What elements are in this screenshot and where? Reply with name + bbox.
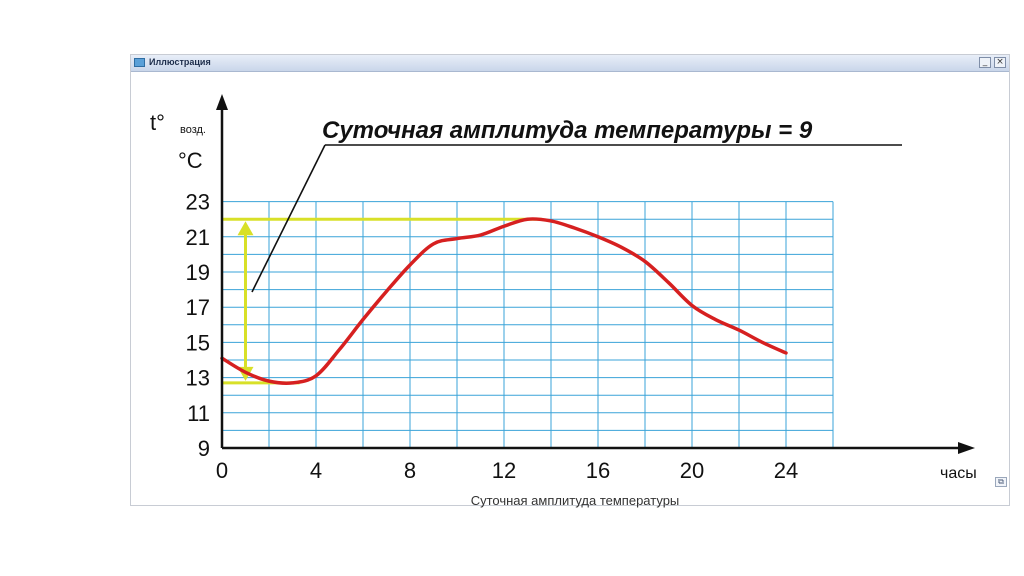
y-tick-label: 13	[186, 366, 210, 391]
chart-labels: Суточная амплитуда температуры = 9 t° во…	[150, 110, 977, 508]
y-axis-arrow	[216, 94, 228, 110]
y-axis-sublabel: возд.	[180, 124, 206, 136]
x-axis-arrow	[958, 442, 975, 454]
x-tick-label: 4	[310, 458, 322, 483]
y-tick-label: 19	[186, 260, 210, 285]
window-titlebar[interactable]: Иллюстрация _ ×	[131, 55, 1009, 72]
amplitude-markers	[222, 217, 542, 385]
chart-title: Суточная амплитуда температуры = 9	[322, 117, 813, 144]
minimize-button[interactable]: _	[979, 57, 991, 68]
window-title: Иллюстрация	[149, 57, 211, 67]
y-tick-label: 17	[186, 295, 210, 320]
temperature-series	[220, 217, 788, 385]
title-pointer-line	[251, 144, 326, 293]
amplitude-arrow-head-up	[237, 221, 254, 236]
chart-grid	[222, 201, 834, 448]
chart-caption: Суточная амплитуда температуры	[471, 493, 680, 508]
close-button[interactable]: ×	[994, 57, 1006, 68]
temperature-line	[220, 217, 788, 385]
x-axis-label: часы	[940, 465, 977, 482]
x-tick-label: 24	[774, 458, 798, 483]
app-window-icon	[134, 58, 145, 67]
y-tick-label: 11	[187, 401, 210, 426]
y-tick-label: 23	[186, 190, 210, 215]
x-tick-label: 20	[680, 458, 704, 483]
y-axis-unit: °C	[178, 148, 203, 173]
y-tick-label: 21	[186, 225, 210, 250]
y-tick-label: 9	[198, 436, 210, 461]
y-tick-label: 15	[186, 330, 210, 355]
x-tick-label: 12	[492, 458, 516, 483]
x-tick-label: 8	[404, 458, 416, 483]
chart-axes: 0 4 8 12 16 20 24 9 11 13 15 17 19 21 23	[186, 94, 975, 483]
restore-icon[interactable]: ⧉	[995, 477, 1007, 487]
x-tick-label: 16	[586, 458, 610, 483]
y-axis-label: t°	[150, 110, 165, 135]
x-tick-label: 0	[216, 458, 228, 483]
